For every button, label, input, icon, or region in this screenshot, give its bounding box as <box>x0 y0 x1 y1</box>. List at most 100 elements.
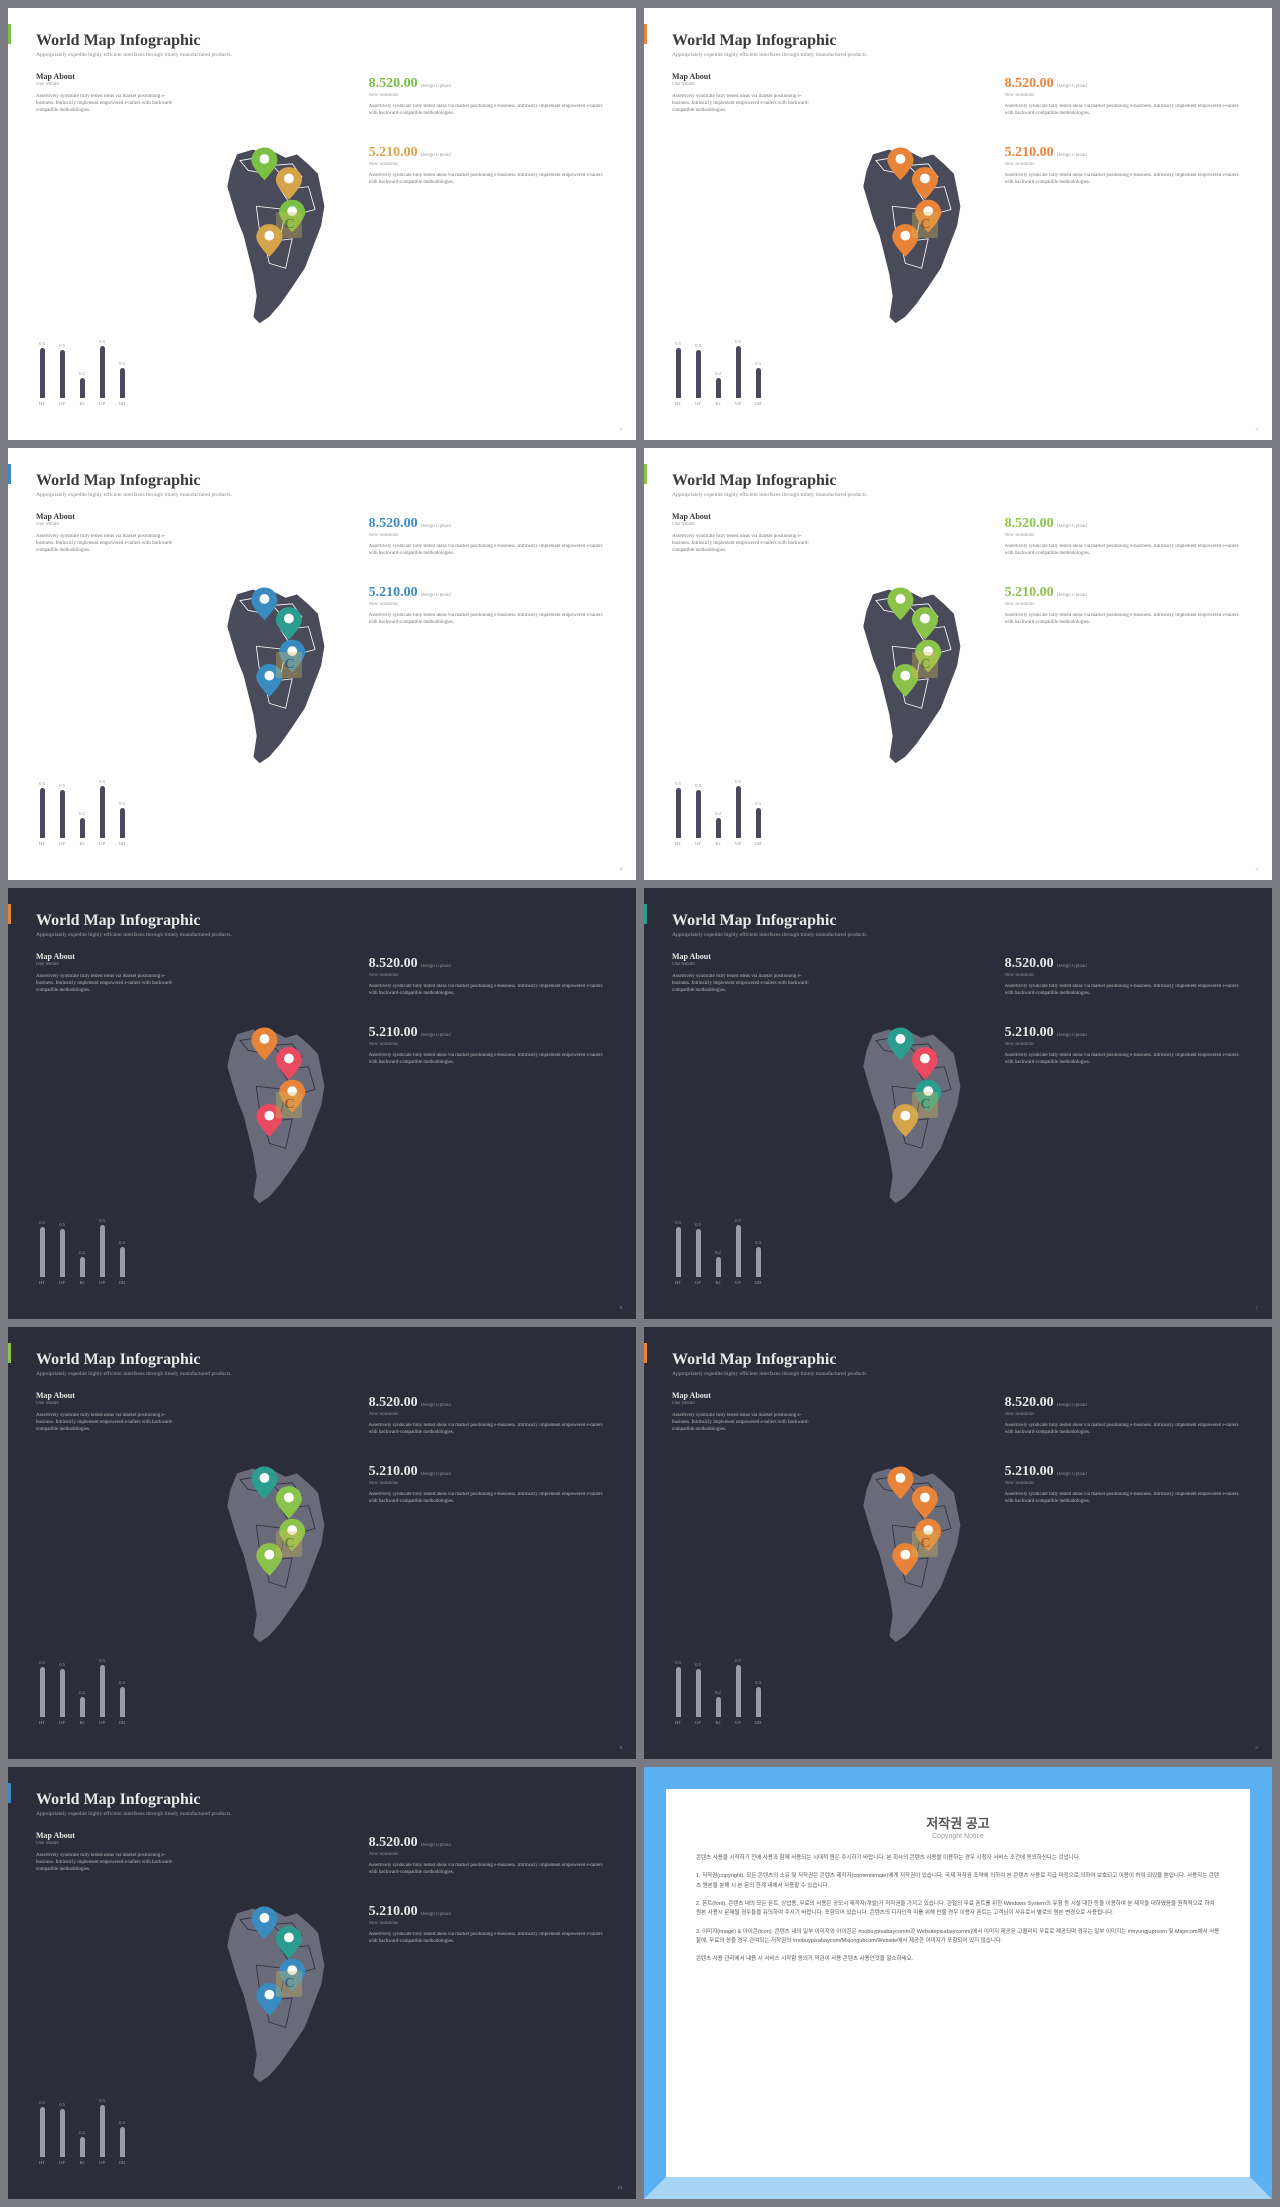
bar-HT: 0.5 HT <box>36 1660 48 1725</box>
bar-HT: 0.5 HT <box>672 781 684 846</box>
map-about-heading: Map About <box>672 72 813 81</box>
bar-GD: 0.3 GD <box>752 1680 764 1725</box>
notice-title-en: Copyright Notice <box>696 1833 1220 1840</box>
bar-GF: 0.5 GF <box>692 343 704 406</box>
accent-bar <box>644 1343 647 1363</box>
stat-1: 8.520.00Design Upload New Solutions Asse… <box>1005 1393 1244 1436</box>
bar-KJ: 0.2 KJ <box>712 811 724 846</box>
page-number: 9 <box>1256 1746 1259 1751</box>
slide: World Map Infographic Appropriately expe… <box>8 888 636 1320</box>
south-america-map <box>191 512 354 846</box>
south-america-map <box>827 72 990 406</box>
stat-1: 8.520.00Design Upload New Solutions Asse… <box>1005 514 1244 557</box>
page-number: 3 <box>1256 427 1259 432</box>
bar-GF: 0.5 GF <box>56 343 68 406</box>
south-america-map <box>191 72 354 406</box>
slide: World Map Infographic Appropriately expe… <box>8 448 636 880</box>
bar-chart: 0.5 HT 0.5 GF 0.2 KJ 0.5 UP 0.3 GD <box>36 1655 177 1725</box>
slide-subtitle: Appropriately expedite highly efficient … <box>36 1811 608 1817</box>
slide-subtitle: Appropriately expedite highly efficient … <box>672 52 1244 58</box>
bar-GF: 0.5 GF <box>56 1222 68 1285</box>
slide: World Map Infographic Appropriately expe… <box>644 8 1272 440</box>
accent-bar <box>8 904 11 924</box>
map-desc: Assertively syndicate fully tested ideas… <box>36 1852 177 1873</box>
stat-2: 5.210.00Design Upload New Solutions Asse… <box>369 1462 608 1505</box>
bar-chart: 0.5 HT 0.5 GF 0.2 KJ 0.5 UP 0.3 GD <box>672 776 813 846</box>
bar-UP: 0.5 UP <box>732 779 744 846</box>
notice-p2: 1. 저작권(copyright). 모든 콘텐츠의 소유 및 저작권은 콘텐츠… <box>696 1872 1220 1891</box>
stat-1: 8.520.00Design Upload New Solutions Asse… <box>369 514 608 557</box>
map-desc: Assertively syndicate fully tested ideas… <box>36 533 177 554</box>
stat-2: 5.210.00Design Upload New Solutions Asse… <box>1005 1023 1244 1066</box>
bar-UP: 0.5 UP <box>732 339 744 406</box>
stat-2: 5.210.00Design Upload New Solutions Asse… <box>1005 1462 1244 1505</box>
slide: World Map Infographic Appropriately expe… <box>644 448 1272 880</box>
watermark: C <box>276 212 302 238</box>
notice-title: 저작권 공고 <box>696 1813 1220 1832</box>
map-about-heading: Map About <box>36 72 177 81</box>
slide-title: World Map Infographic <box>36 1791 608 1809</box>
slide-subtitle: Appropriately expedite highly efficient … <box>672 492 1244 498</box>
bar-chart: 0.5 HT 0.5 GF 0.2 KJ 0.5 UP 0.3 GD <box>672 1655 813 1725</box>
slide: World Map Infographic Appropriately expe… <box>644 1327 1272 1759</box>
map-about-sub: One Month <box>672 962 813 967</box>
bar-UP: 0.5 UP <box>732 1658 744 1725</box>
stat-1: 8.520.00Design Upload New Solutions Asse… <box>1005 954 1244 997</box>
stat-1: 8.520.00Design Upload New Solutions Asse… <box>1005 74 1244 117</box>
accent-bar <box>8 1783 11 1803</box>
map-about-sub: One Month <box>36 1401 177 1406</box>
stat-1: 8.520.00Design Upload New Solutions Asse… <box>369 1393 608 1436</box>
bar-UP: 0.5 UP <box>96 1218 108 1285</box>
bar-UP: 0.5 UP <box>96 339 108 406</box>
bar-chart: 0.5 HT 0.5 GF 0.2 KJ 0.5 UP 0.3 GD <box>36 776 177 846</box>
watermark: C <box>912 1531 938 1557</box>
notice-p4: 3. 이미지(image) & 아이콘(icon). 콘텐츠 내의 일부 이미지… <box>696 1928 1220 1947</box>
south-america-map <box>191 1391 354 1725</box>
bar-GD: 0.3 GD <box>116 1240 128 1285</box>
slide: World Map Infographic Appropriately expe… <box>644 888 1272 1320</box>
map-about-sub: One Month <box>36 82 177 87</box>
stat-1: 8.520.00Design Upload New Solutions Asse… <box>369 1833 608 1876</box>
map-desc: Assertively syndicate fully tested ideas… <box>36 973 177 994</box>
slide-subtitle: Appropriately expedite highly efficient … <box>36 1371 608 1377</box>
south-america-map <box>191 1831 354 2165</box>
bar-GD: 0.3 GD <box>752 801 764 846</box>
slide: World Map Infographic Appropriately expe… <box>8 1327 636 1759</box>
page-number: 10 <box>617 2186 622 2191</box>
accent-bar <box>8 24 11 44</box>
stat-2: 5.210.00Design Upload New Solutions Asse… <box>369 143 608 186</box>
accent-bar <box>644 24 647 44</box>
bar-GD: 0.3 GD <box>116 2120 128 2165</box>
stat-2: 5.210.00Design Upload New Solutions Asse… <box>369 1023 608 1066</box>
map-about-sub: One Month <box>672 522 813 527</box>
map-about-heading: Map About <box>672 952 813 961</box>
south-america-map <box>827 512 990 846</box>
map-desc: Assertively syndicate fully tested ideas… <box>36 1412 177 1433</box>
map-desc: Assertively syndicate fully tested ideas… <box>672 533 813 554</box>
map-about-heading: Map About <box>36 1831 177 1840</box>
watermark: C <box>276 1531 302 1557</box>
slide: World Map Infographic Appropriately expe… <box>8 1767 636 2199</box>
notice-p5: 콘텐츠 사용 관리에서 내용 시 서비스 시작함 동의가 약관이 사용 콘텐츠 … <box>696 1955 1220 1964</box>
bar-chart: 0.5 HT 0.5 GF 0.2 KJ 0.5 UP 0.3 GD <box>36 1215 177 1285</box>
slide-title: World Map Infographic <box>36 912 608 930</box>
accent-bar <box>644 464 647 484</box>
accent-bar <box>8 464 11 484</box>
slide-title: World Map Infographic <box>672 912 1244 930</box>
bar-HT: 0.5 HT <box>36 781 48 846</box>
bar-HT: 0.5 HT <box>36 341 48 406</box>
slide-subtitle: Appropriately expedite highly efficient … <box>672 1371 1244 1377</box>
bar-HT: 0.5 HT <box>672 1220 684 1285</box>
accent-bar <box>8 1343 11 1363</box>
bar-GF: 0.5 GF <box>692 783 704 846</box>
map-desc: Assertively syndicate fully tested ideas… <box>672 93 813 114</box>
bar-UP: 0.5 UP <box>96 1658 108 1725</box>
south-america-map <box>191 952 354 1286</box>
slide-subtitle: Appropriately expedite highly efficient … <box>36 52 608 58</box>
bar-GD: 0.3 GD <box>752 1240 764 1285</box>
slide-title: World Map Infographic <box>672 472 1244 490</box>
map-about-heading: Map About <box>672 1391 813 1400</box>
south-america-map <box>827 952 990 1286</box>
page-number: 5 <box>620 427 623 432</box>
bar-KJ: 0.2 KJ <box>712 371 724 406</box>
